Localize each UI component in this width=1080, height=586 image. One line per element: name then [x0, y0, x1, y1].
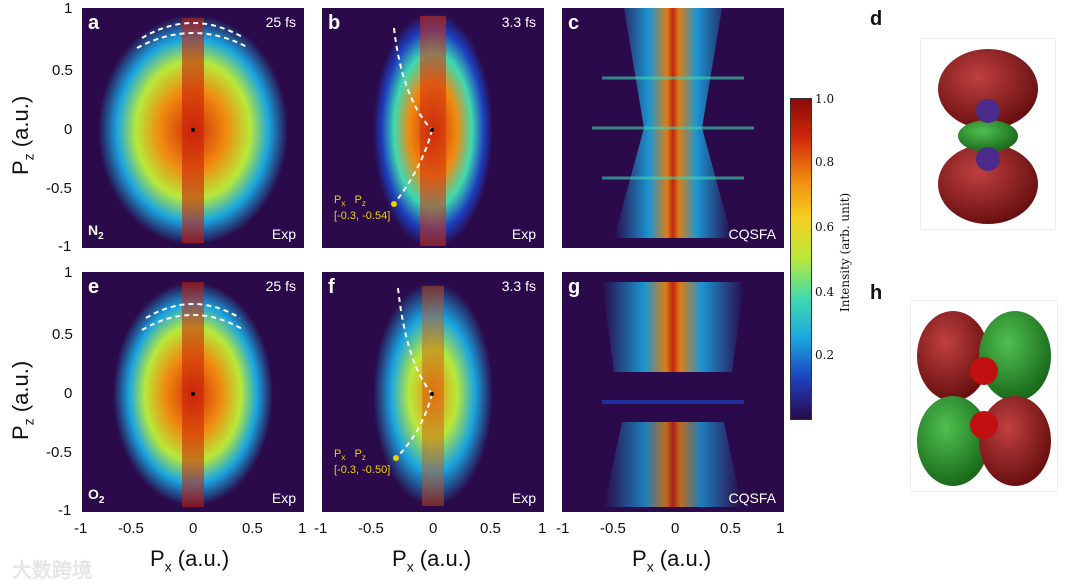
- x-tick: -0.5: [118, 520, 144, 537]
- y-tick: 1: [64, 0, 73, 17]
- panel-method: Exp: [511, 490, 536, 506]
- panel-a-heatmap: [98, 15, 288, 245]
- x-tick: 0.5: [480, 520, 501, 537]
- panel-letter: d: [870, 8, 883, 30]
- x-axis-label: Px (a.u.): [392, 546, 472, 575]
- x-tick: 0: [671, 520, 680, 537]
- panel-method: Exp: [271, 490, 296, 506]
- colorbar-tick: 0.2: [815, 348, 835, 362]
- panel-a: a 25 fs Exp N2: [82, 8, 304, 248]
- momentum-annotation: Px Pz [-0.3, -0.54]: [334, 194, 391, 223]
- x-axis-label: Px (a.u.): [632, 546, 712, 575]
- y-tick: 0: [64, 121, 73, 138]
- colorbar-label: Intensity (arb. unit): [838, 192, 852, 312]
- y-axis-label: Pz (a.u.): [8, 95, 37, 175]
- panel-e: e 25 fs Exp O2: [82, 272, 304, 512]
- orbital-n2: [920, 38, 1056, 230]
- panel-g: g CQSFA: [562, 272, 784, 512]
- panel-letter: h: [870, 282, 883, 304]
- molecule-label: N2: [88, 222, 104, 242]
- y-tick: -0.5: [46, 180, 72, 197]
- x-tick: -0.5: [358, 520, 384, 537]
- panel-time: 25 fs: [265, 14, 296, 30]
- panel-time: 3.3 fs: [501, 14, 536, 30]
- panel-letter: b: [328, 12, 341, 34]
- panel-letter: f: [328, 276, 335, 298]
- x-tick: -1: [556, 520, 570, 537]
- panel-method: Exp: [271, 226, 296, 242]
- panel-c: c CQSFA: [562, 8, 784, 248]
- x-tick: -1: [74, 520, 88, 537]
- panel-method: CQSFA: [728, 226, 776, 242]
- colorbar-gradient: [790, 98, 812, 420]
- y-tick: 0: [64, 385, 73, 402]
- x-axis-label: Px (a.u.): [150, 546, 230, 575]
- colorbar: [790, 98, 812, 420]
- x-tick: 1: [538, 520, 547, 537]
- orbital-n2-image: [938, 49, 1038, 224]
- orbital-o2: [910, 300, 1058, 492]
- panel-time: 3.3 fs: [501, 278, 536, 294]
- y-tick: -0.5: [46, 444, 72, 461]
- panel-time: 25 fs: [265, 278, 296, 294]
- x-tick: -0.5: [600, 520, 626, 537]
- y-tick: 1: [64, 264, 73, 281]
- x-tick: -1: [314, 520, 328, 537]
- x-tick: 0: [429, 520, 438, 537]
- panel-b-heatmap: [373, 12, 493, 248]
- molecule-label: O2: [88, 486, 105, 506]
- panel-f: f 3.3 fs Exp Px Pz [-0.3, -0.50]: [322, 272, 544, 512]
- panel-letter: e: [88, 276, 100, 298]
- panel-e-heatmap: [113, 282, 273, 507]
- panel-letter: g: [568, 276, 581, 298]
- colorbar-tick: 0.4: [815, 285, 835, 299]
- y-tick: 0.5: [52, 326, 73, 343]
- colorbar-tick: 1.0: [815, 92, 835, 106]
- panel-c-heatmap: [592, 8, 754, 238]
- x-tick: 1: [298, 520, 307, 537]
- x-tick: 0.5: [720, 520, 741, 537]
- panel-f-heatmap: [373, 282, 493, 506]
- x-tick: 0: [189, 520, 198, 537]
- y-tick: 0.5: [52, 62, 73, 79]
- colorbar-tick: 0.6: [815, 220, 835, 234]
- y-axis-label: Pz (a.u.): [8, 360, 37, 440]
- watermark: 大数跨境: [12, 560, 92, 582]
- y-tick: -1: [58, 502, 72, 519]
- x-tick: 0.5: [242, 520, 263, 537]
- panel-method: Exp: [511, 226, 536, 242]
- momentum-annotation: Px Pz [-0.3, -0.50]: [334, 448, 391, 477]
- panel-letter: c: [568, 12, 580, 34]
- panel-b: b 3.3 fs Exp Px Pz [-0.3, -0.54]: [322, 8, 544, 248]
- panel-g-heatmap: [602, 282, 744, 507]
- x-tick: 1: [776, 520, 785, 537]
- panel-letter: a: [88, 12, 100, 34]
- panel-method: CQSFA: [728, 490, 776, 506]
- colorbar-tick: 0.8: [815, 155, 835, 169]
- y-tick: -1: [58, 238, 72, 255]
- orbital-o2-image: [917, 311, 1051, 486]
